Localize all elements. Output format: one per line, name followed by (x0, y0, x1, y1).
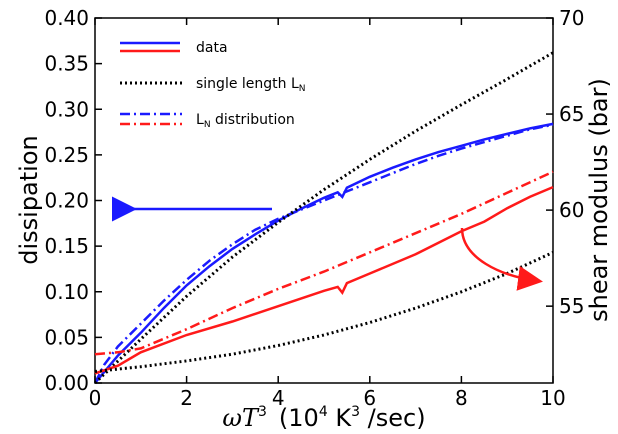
legend: data single length LN LN distribution (120, 40, 306, 130)
x-axis-title: ωT3 (104 K3 /sec) (222, 404, 425, 432)
y-left-tick-label: 0.25 (44, 143, 89, 167)
y-left-axis-title: dissipation (15, 135, 43, 265)
legend-label-data: data (196, 40, 228, 56)
y-left-tick-label: 0.40 (44, 6, 89, 30)
y-left-tick-label: 0.20 (44, 189, 89, 213)
y-left-tick-label: 0.35 (44, 52, 89, 76)
x-tick-label: 10 (540, 386, 565, 410)
series-left-blue-dashdot (93, 123, 554, 384)
x-tick-label: 8 (455, 386, 468, 410)
series-right-red-solid (94, 185, 554, 375)
y-left-tick-label: 0.05 (44, 325, 89, 349)
series-right-black-dotted (94, 251, 554, 373)
y-right-tick-label: 60 (559, 198, 584, 222)
series-layer (93, 51, 554, 385)
y-left-tick-label: 0.15 (44, 234, 89, 258)
y-right-tick-label: 55 (559, 294, 584, 318)
y-left-tick-label: 0.30 (44, 97, 89, 121)
y-right-tick-label: 65 (559, 102, 584, 126)
series-left-blue-solid (94, 122, 554, 384)
series-right-red-dashdot (94, 170, 554, 356)
y-right-axis-title: shear modulus (bar) (585, 78, 613, 322)
x-tick-label: 4 (272, 386, 285, 410)
legend-label-distribution: LN distribution (196, 112, 295, 130)
plot-frame (94, 17, 554, 384)
x-tick-label: 0 (89, 386, 102, 410)
arrow-to-right-axis (460, 227, 543, 291)
y-left-tick-label: 0.10 (44, 280, 89, 304)
x-tick-label: 6 (363, 386, 376, 410)
y-left-tick-label: 0.00 (44, 371, 89, 395)
legend-label-single-length: single length LN (196, 76, 306, 94)
series-left-black-dotted (93, 51, 554, 385)
x-tick-label: 2 (180, 386, 193, 410)
ticks-layer: 0 2 4 6 8 10 0.00 0.05 0.10 0.15 0.20 0.25 0.30 0.35 0… (44, 6, 584, 410)
y-right-tick-label: 70 (559, 6, 584, 30)
